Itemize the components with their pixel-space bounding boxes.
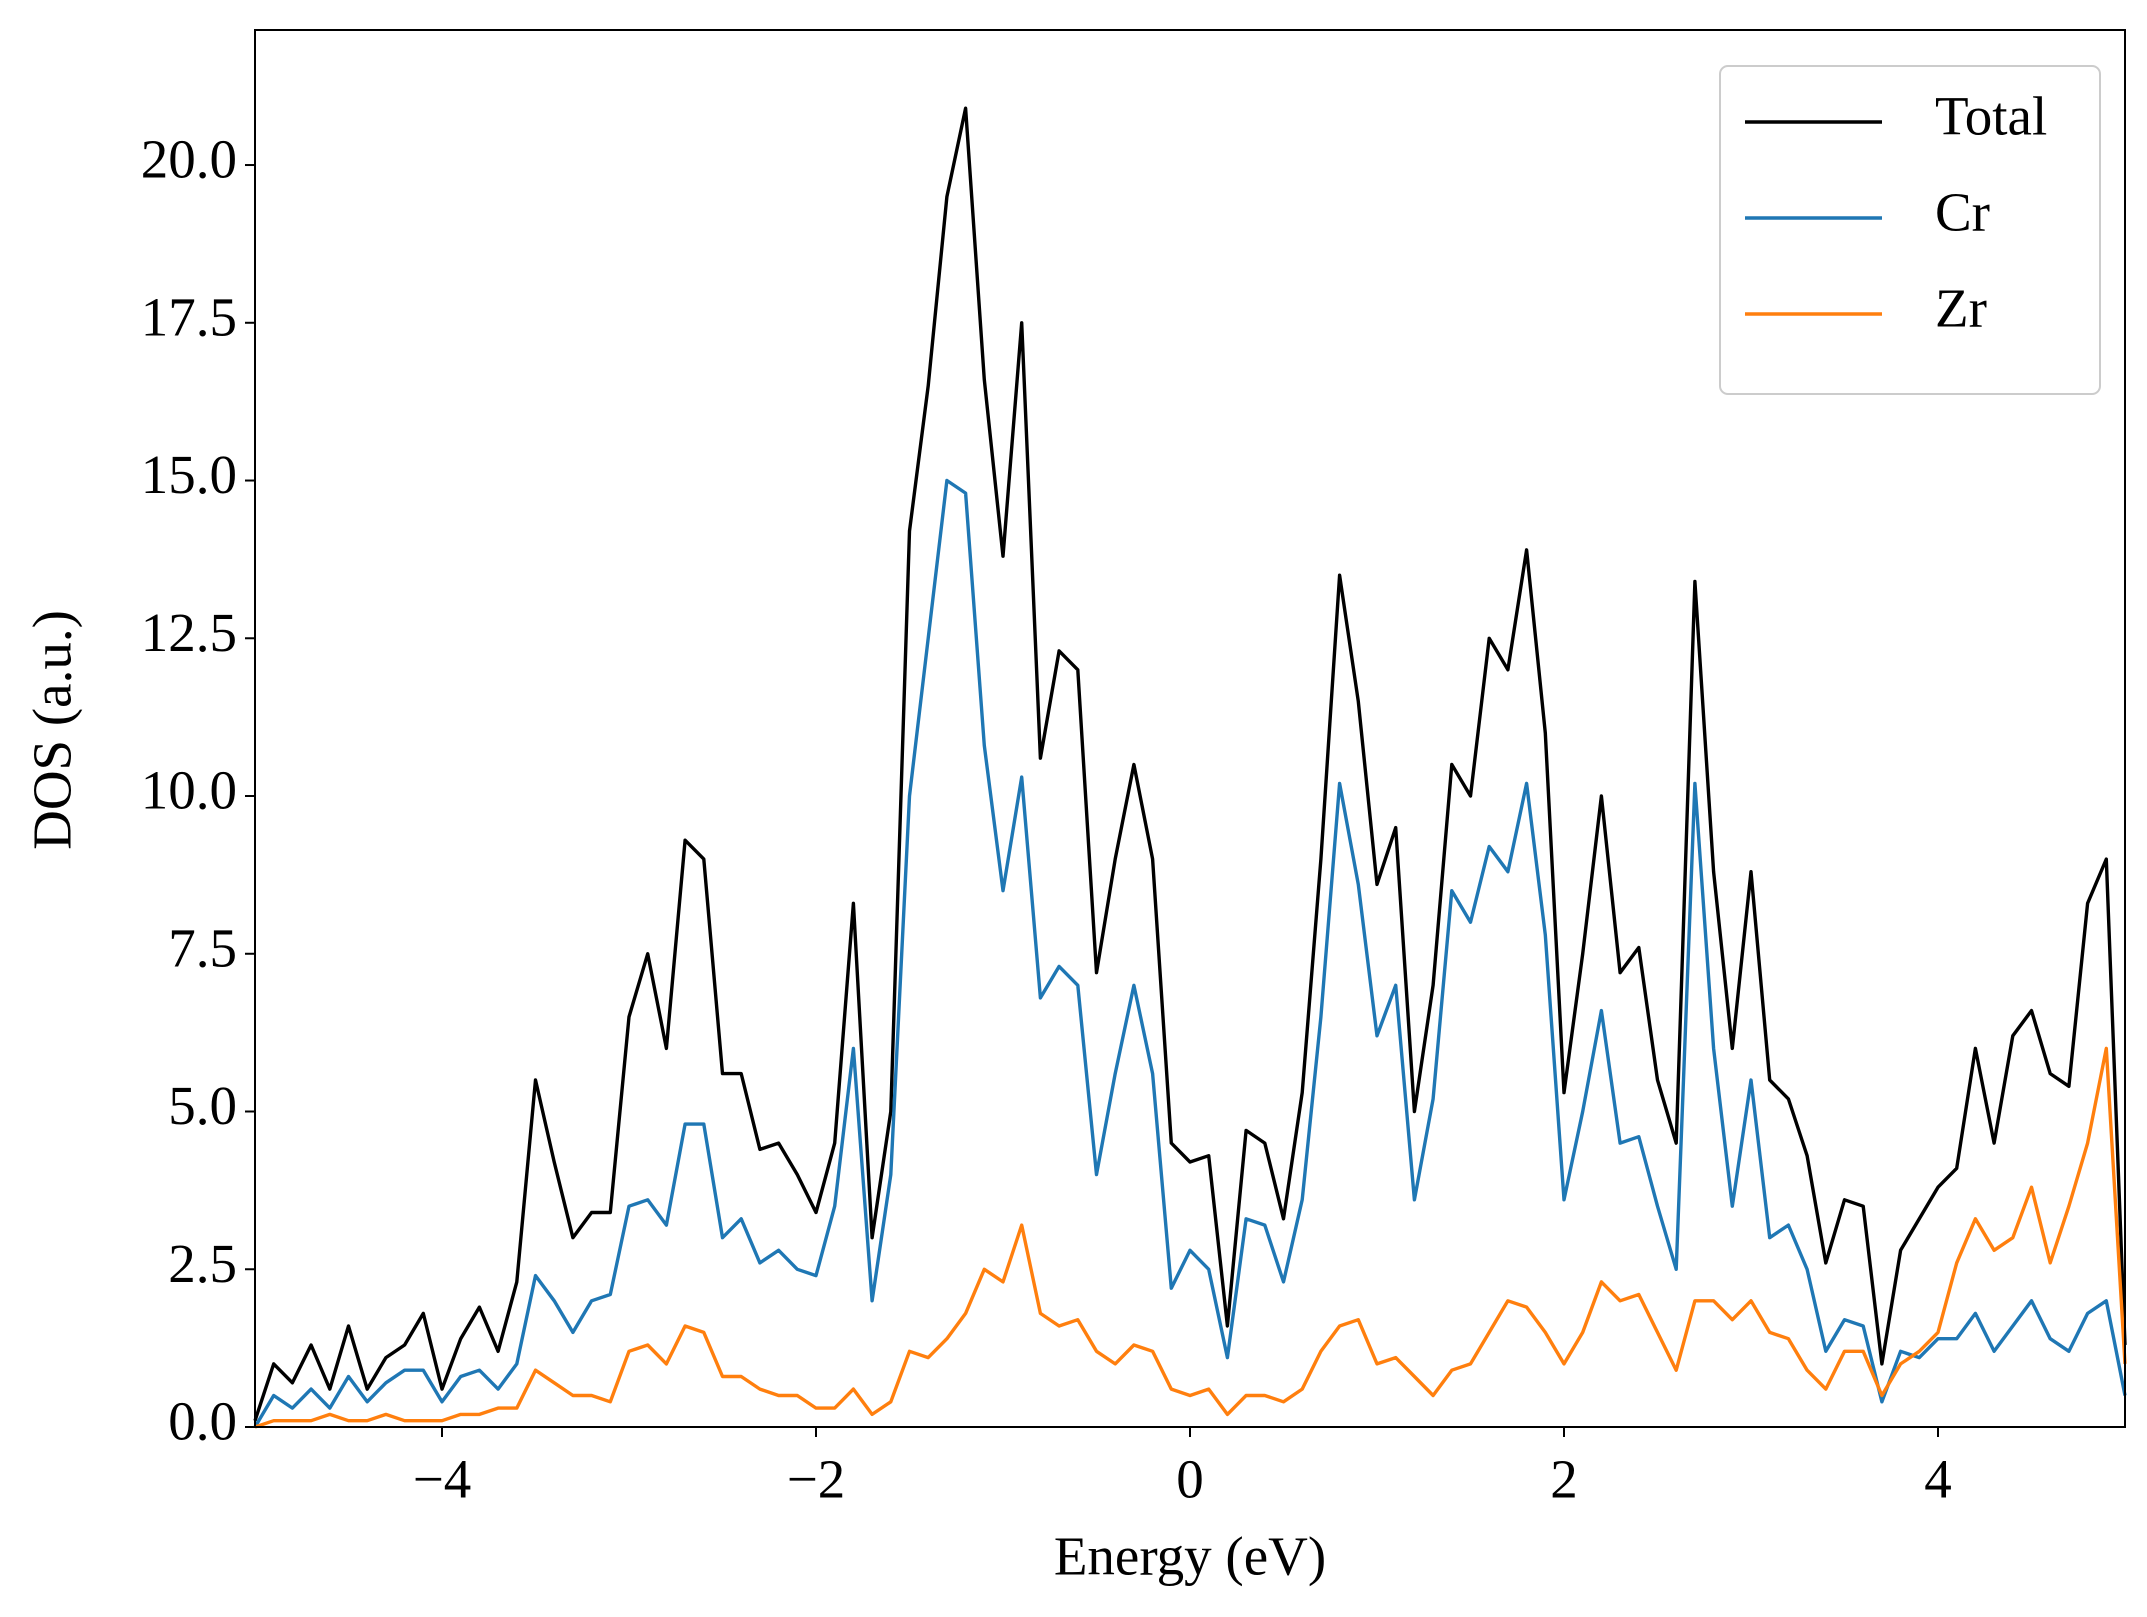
x-tick-label: 4: [1924, 1449, 1952, 1510]
x-tick-label: −4: [413, 1449, 472, 1510]
x-tick-label: −2: [787, 1449, 846, 1510]
legend-label: Total: [1935, 86, 2047, 147]
plot-frame: [254, 29, 2126, 1428]
x-tick-label: 2: [1550, 1449, 1578, 1510]
series-line: [253, 478, 2127, 1428]
x-tick-label: 0: [1176, 1449, 1204, 1510]
legend-box: [1719, 65, 2101, 395]
y-tick-label: 12.5: [141, 602, 237, 663]
series-line: [253, 106, 2127, 1422]
legend-label: Zr: [1935, 278, 1987, 339]
y-tick-label: 17.5: [141, 286, 237, 347]
y-tick-label: 2.5: [168, 1233, 237, 1294]
y-tick-label: 10.0: [141, 760, 237, 821]
y-tick-label: 15.0: [141, 444, 237, 505]
y-axis-label: DOS (a.u.): [22, 610, 83, 850]
y-tick-label: 0.0: [168, 1391, 237, 1452]
series-line: [254, 1046, 2127, 1429]
y-tick-label: 5.0: [168, 1075, 237, 1136]
legend-label: Cr: [1935, 182, 1990, 243]
y-tick-label: 7.5: [168, 917, 237, 978]
x-axis-label: Energy (eV): [1054, 1526, 1326, 1587]
y-tick-label: 20.0: [141, 129, 237, 190]
